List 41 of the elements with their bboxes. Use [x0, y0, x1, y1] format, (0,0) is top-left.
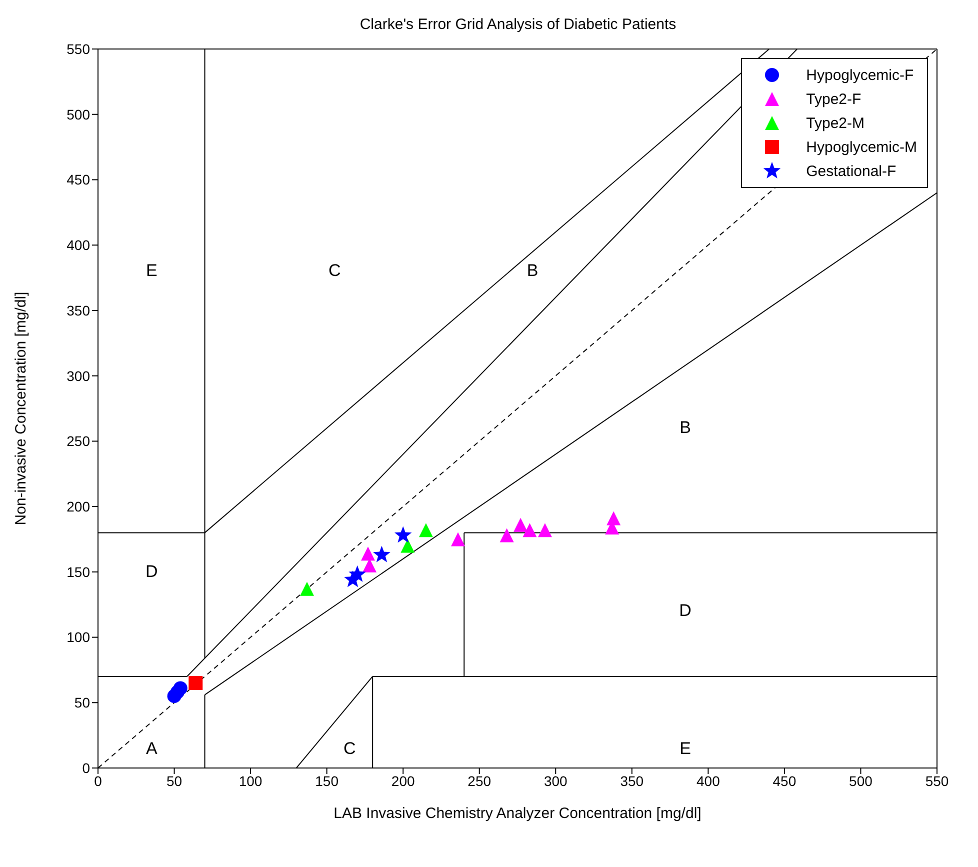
y-tick-label: 550	[66, 40, 90, 57]
x-tick-label: 50	[166, 772, 182, 789]
annotation: B	[526, 261, 538, 282]
legend-label: Gestational-F	[806, 162, 896, 180]
legend-label: Hypoglycemic-F	[806, 66, 914, 84]
y-tick-label: 500	[66, 106, 90, 122]
x-tick-label: 550	[925, 772, 949, 789]
y-tick-label: 450	[66, 172, 90, 188]
legend-label: Type2-M	[806, 114, 864, 132]
x-tick-label: 300	[544, 772, 568, 789]
y-tick-label: 350	[66, 302, 90, 318]
x-tick-label: 0	[94, 772, 102, 789]
chart-title: Clarke's Error Grid Analysis of Diabetic Patients	[358, 16, 678, 33]
x-tick-label: 500	[849, 772, 873, 789]
x-tick-label: 250	[468, 772, 492, 789]
annotation: D	[146, 562, 158, 582]
annotation: B	[680, 418, 691, 438]
y-tick-label: 250	[66, 433, 90, 450]
x-axis-title: LAB Invasive Chemistry Analyzer Concentration [mg/dl]	[334, 805, 702, 822]
annotation: E	[146, 261, 158, 282]
legend-label: Type2-F	[806, 90, 862, 108]
y-tick-label: 100	[66, 629, 90, 646]
y-tick-label: 400	[66, 237, 90, 254]
y-tick-label: 150	[66, 564, 90, 580]
annotation: A	[146, 738, 158, 759]
y-tick-label: 50	[74, 694, 90, 711]
y-tick-label: 0	[82, 760, 90, 776]
y-axis-title: Non-invasive Concentration [mg/dl]	[12, 292, 30, 526]
annotation: D	[679, 601, 692, 622]
x-tick-label: 400	[696, 772, 720, 789]
annotation: E	[680, 738, 691, 759]
annotation: C	[328, 261, 341, 282]
x-tick-label: 100	[238, 772, 262, 789]
x-tick-label: 150	[315, 772, 339, 789]
annotation: C	[344, 738, 356, 759]
x-tick-label: 450	[772, 772, 796, 789]
x-tick-label: 350	[620, 772, 644, 789]
y-tick-label: 300	[66, 368, 90, 384]
x-tick-label: 200	[391, 772, 415, 789]
y-tick-label: 200	[66, 498, 90, 515]
legend-label: Hypoglycemic-M	[806, 138, 917, 156]
